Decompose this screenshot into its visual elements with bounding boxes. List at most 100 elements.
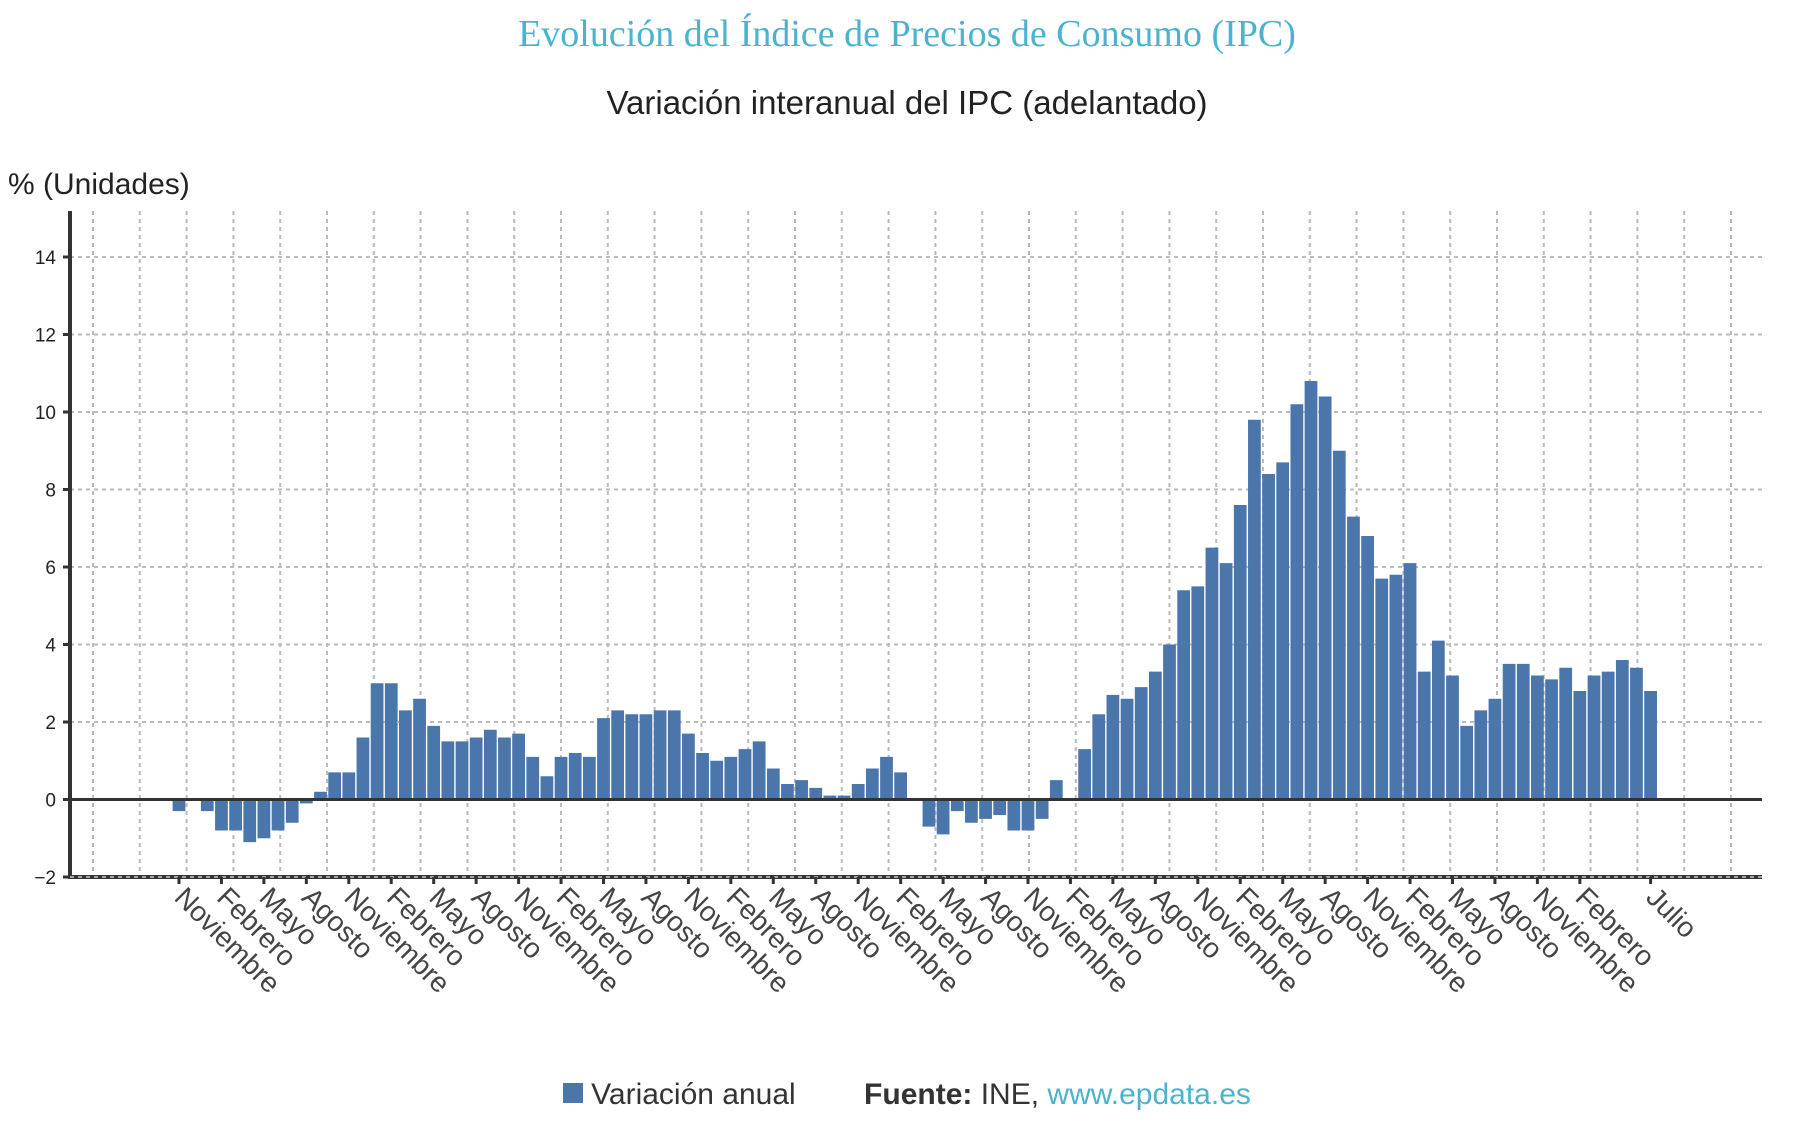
bar [667, 710, 681, 800]
bar [356, 737, 370, 800]
bar [568, 753, 582, 800]
bar [851, 784, 865, 800]
bar [1630, 667, 1643, 800]
bar [865, 768, 879, 800]
bar [328, 772, 342, 800]
y-tick-label: 8 [45, 481, 56, 502]
bar [427, 725, 441, 800]
bar [597, 718, 610, 800]
chart-subtitle: Variación interanual del IPC (adelantado… [606, 84, 1208, 121]
bar [894, 772, 908, 800]
bar [710, 760, 724, 800]
bar [1248, 419, 1261, 800]
bar [483, 729, 497, 800]
bar [1573, 691, 1587, 800]
legend-label: Variación anual [591, 1078, 796, 1111]
bar [823, 795, 837, 800]
bar [1035, 799, 1049, 819]
y-tick-label: 2 [45, 713, 56, 734]
bar [1347, 516, 1360, 800]
bar [1545, 679, 1558, 800]
bar [1262, 474, 1275, 800]
source-name: INE, [980, 1078, 1040, 1111]
y-tick-label: 12 [35, 326, 56, 347]
bar [257, 799, 271, 839]
bar [1007, 799, 1021, 831]
bar [1460, 725, 1474, 800]
bar [965, 799, 978, 823]
bar [1488, 698, 1502, 800]
bar [172, 799, 186, 812]
bar [1474, 710, 1488, 800]
bar [384, 683, 398, 800]
bar [1191, 586, 1205, 800]
y-tick-label: 0 [45, 791, 56, 812]
bar [738, 749, 752, 800]
bar [498, 737, 511, 800]
source-link[interactable]: www.epdata.es [1047, 1078, 1251, 1111]
bar [399, 710, 412, 800]
bar [696, 753, 709, 800]
bar [200, 799, 214, 812]
bar [1049, 780, 1063, 800]
bar [639, 714, 653, 800]
bar [781, 784, 794, 800]
bar [653, 710, 667, 800]
y-tick-label: 4 [45, 636, 56, 657]
bar [936, 799, 950, 835]
bar [1389, 574, 1403, 800]
bar [993, 799, 1007, 815]
bar [1106, 694, 1120, 800]
bar [979, 799, 992, 819]
legend-swatch [563, 1083, 584, 1104]
bar [215, 799, 228, 831]
bar [229, 799, 242, 831]
bar [1134, 687, 1148, 800]
bar [795, 780, 808, 800]
bar [1559, 667, 1573, 800]
bar [1219, 563, 1233, 800]
bar [950, 799, 964, 812]
axes: −202468101214NoviembreFebreroMayoAgostoN… [34, 211, 1762, 999]
bar [1587, 675, 1601, 800]
bar [809, 787, 823, 800]
y-tick-label: 14 [35, 248, 57, 269]
bar [752, 741, 766, 800]
bar [1120, 698, 1134, 800]
bar [455, 741, 469, 800]
bar [1092, 714, 1106, 800]
bar [1403, 563, 1417, 800]
bar [766, 768, 780, 800]
bar [1431, 640, 1445, 800]
bar [1531, 675, 1544, 800]
bar [1304, 381, 1318, 800]
bar [342, 772, 356, 800]
bars [172, 381, 1657, 843]
bar [1078, 749, 1091, 800]
bar [1163, 644, 1176, 800]
bar [1417, 671, 1431, 800]
bar [1290, 404, 1304, 800]
bar [611, 710, 625, 800]
bar [1021, 799, 1035, 831]
bar [1205, 547, 1219, 800]
bar [1644, 691, 1657, 800]
bar [1276, 462, 1290, 800]
bar [370, 683, 384, 800]
bar [582, 756, 596, 800]
bar [441, 741, 455, 800]
bar [837, 795, 851, 800]
bar [625, 714, 639, 800]
bar [922, 799, 936, 827]
source: Fuente: INE, www.epdata.es [864, 1078, 1251, 1111]
bar [880, 756, 893, 800]
bar [1148, 671, 1162, 800]
bar [682, 733, 695, 800]
bar [469, 737, 483, 800]
source-label: Fuente: [864, 1078, 973, 1111]
bar [540, 776, 554, 800]
bar [1516, 663, 1530, 800]
bar [1502, 663, 1516, 800]
chart-title: Evolución del Índice de Precios de Consu… [518, 13, 1296, 55]
